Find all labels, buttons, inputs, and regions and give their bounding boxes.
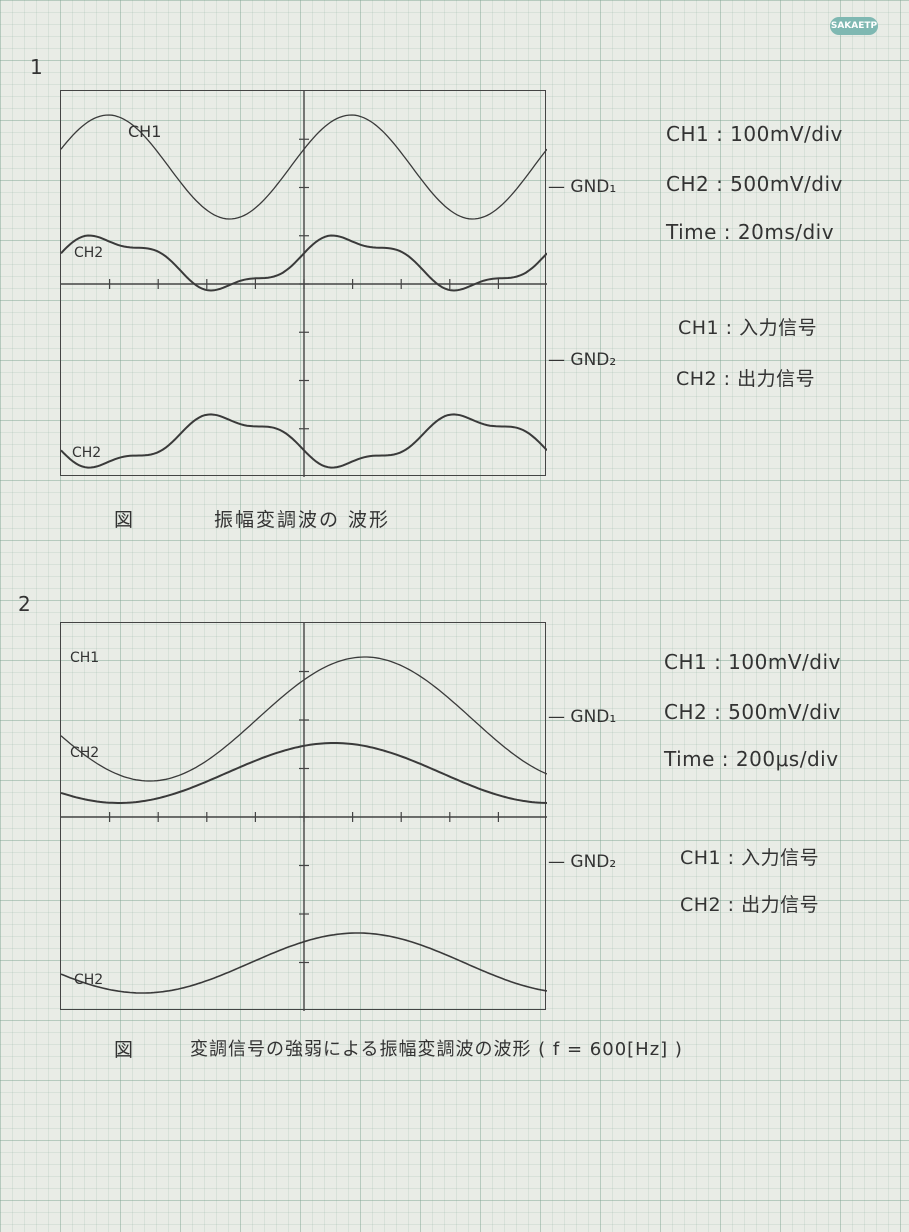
ch1-trace bbox=[61, 656, 547, 782]
trace-label-ch2-top: CH2 bbox=[74, 245, 104, 261]
gnd1-label: GND₁ bbox=[570, 177, 617, 197]
brand-logo: SAKAETP bbox=[830, 17, 878, 35]
gnd2-marker: — GND₂ bbox=[548, 852, 617, 872]
setting-time: Time : 200μs/div bbox=[664, 747, 839, 771]
trace-label-ch2-bottom: CH2 bbox=[72, 445, 102, 461]
gnd1-marker: — GND₁ bbox=[548, 177, 617, 197]
figure-caption: 振幅変調波の 波形 bbox=[214, 509, 391, 531]
waveform-plot-2 bbox=[61, 623, 547, 1011]
figure-caption: 変調信号の強弱による振幅変調波の波形 ( f = 600[Hz] ) bbox=[190, 1039, 683, 1060]
gnd1-label: GND₁ bbox=[570, 707, 617, 727]
signal-ch2: CH2 : 出力信号 bbox=[680, 894, 820, 916]
signal-ch2: CH2 : 出力信号 bbox=[676, 368, 816, 390]
trace-label-ch2-bottom: CH2 bbox=[74, 972, 104, 988]
signal-ch1: CH1 : 入力信号 bbox=[680, 847, 820, 869]
trace-label-ch1: CH1 bbox=[128, 122, 162, 141]
setting-ch1: CH1 : 100mV/div bbox=[664, 650, 841, 674]
section-number: 1 bbox=[30, 55, 43, 79]
trace-label-ch2-top: CH2 bbox=[70, 745, 100, 761]
ch2-output-trace bbox=[61, 234, 547, 292]
gnd2-label: GND₂ bbox=[570, 852, 617, 872]
ch1-trace bbox=[61, 114, 547, 220]
waveform-plot-1 bbox=[61, 91, 547, 477]
setting-time: Time : 20ms/div bbox=[666, 220, 835, 244]
setting-ch2: CH2 : 500mV/div bbox=[666, 172, 843, 196]
gnd1-marker: — GND₁ bbox=[548, 707, 617, 727]
signal-ch1: CH1 : 入力信号 bbox=[678, 317, 818, 339]
ch2-bottom-trace bbox=[61, 413, 547, 469]
ch2-output-trace bbox=[61, 742, 547, 804]
gnd2-marker: — GND₂ bbox=[548, 350, 617, 370]
figure-prefix: 図 bbox=[114, 1039, 136, 1061]
oscilloscope-grid-2 bbox=[60, 622, 547, 1011]
trace-label-ch1: CH1 bbox=[70, 650, 100, 666]
gnd2-label: GND₂ bbox=[570, 350, 617, 370]
ch2-bottom-trace bbox=[61, 932, 547, 994]
figure-prefix: 図 bbox=[114, 509, 136, 531]
oscilloscope-grid-1 bbox=[60, 90, 547, 477]
setting-ch2: CH2 : 500mV/div bbox=[664, 700, 841, 724]
section-number: 2 bbox=[18, 592, 31, 616]
setting-ch1: CH1 : 100mV/div bbox=[666, 122, 843, 146]
